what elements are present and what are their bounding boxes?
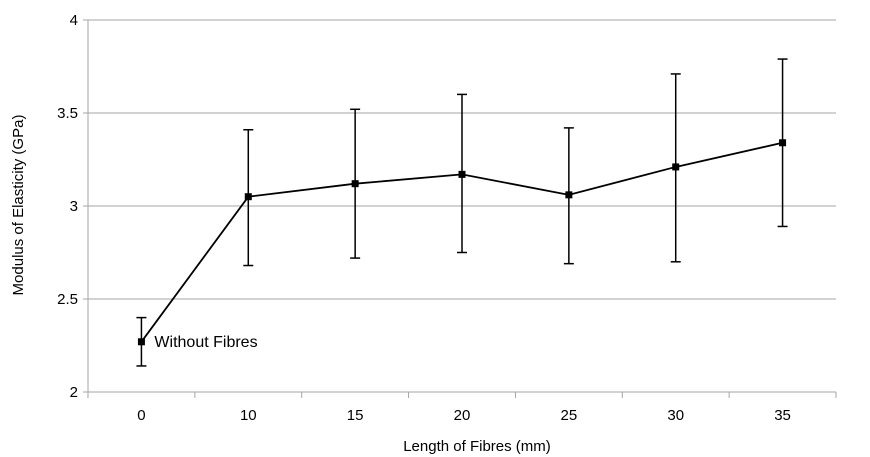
x-axis-title: Length of Fibres (mm) <box>403 438 551 455</box>
y-tick-label: 2 <box>70 384 78 401</box>
data-point <box>137 338 145 346</box>
x-tick-label: 30 <box>667 407 684 424</box>
data-points <box>137 139 787 346</box>
x-tick-label: 20 <box>454 407 471 424</box>
axes <box>83 19 837 398</box>
x-tick-label: 0 <box>137 407 145 424</box>
y-axis-title: Modulus of Elasticity (GPa) <box>10 115 27 296</box>
data-point <box>244 193 252 201</box>
labels: Modulus of Elasticity (GPa) Length of Fi… <box>10 12 791 455</box>
x-tick-label: 10 <box>240 407 257 424</box>
y-tick-label: 3.5 <box>57 105 78 122</box>
data-point <box>672 163 680 171</box>
y-tick-label: 4 <box>70 12 78 29</box>
x-tick-label: 15 <box>347 407 364 424</box>
data-point <box>565 191 573 199</box>
x-tick-label: 25 <box>561 407 578 424</box>
data-point <box>351 180 359 188</box>
x-tick-label: 35 <box>774 407 791 424</box>
y-tick-label: 2.5 <box>57 291 78 308</box>
data-point <box>458 170 466 178</box>
data-point <box>779 139 787 147</box>
error-bars <box>136 58 788 367</box>
y-tick-label: 3 <box>70 198 78 215</box>
annotation-label: Without Fibres <box>154 334 257 351</box>
